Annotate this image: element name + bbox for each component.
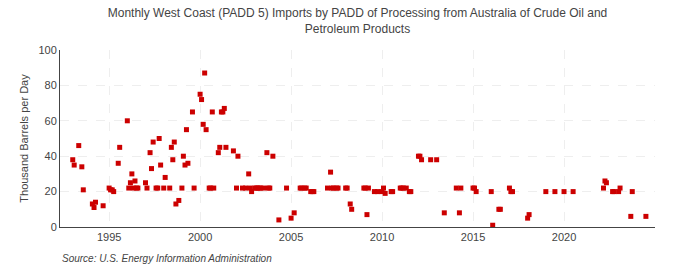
svg-text:80: 80 [45,79,57,91]
svg-text:60: 60 [45,115,57,127]
svg-text:1995: 1995 [97,231,121,243]
svg-text:Source: U.S. Energy Informatio: Source: U.S. Energy Information Administ… [62,253,272,264]
svg-text:2010: 2010 [370,231,394,243]
svg-text:100: 100 [38,44,56,56]
svg-text:2000: 2000 [188,231,212,243]
svg-text:40: 40 [45,150,57,162]
svg-text:2005: 2005 [279,231,303,243]
svg-text:0: 0 [51,221,57,233]
svg-text:2015: 2015 [461,231,485,243]
svg-text:2020: 2020 [552,231,576,243]
svg-text:Monthly West Coast (PADD 5) Im: Monthly West Coast (PADD 5) Imports by P… [108,6,608,36]
svg-text:Thousand Barrels per Day: Thousand Barrels per Day [18,74,30,203]
svg-text:20: 20 [45,185,57,197]
